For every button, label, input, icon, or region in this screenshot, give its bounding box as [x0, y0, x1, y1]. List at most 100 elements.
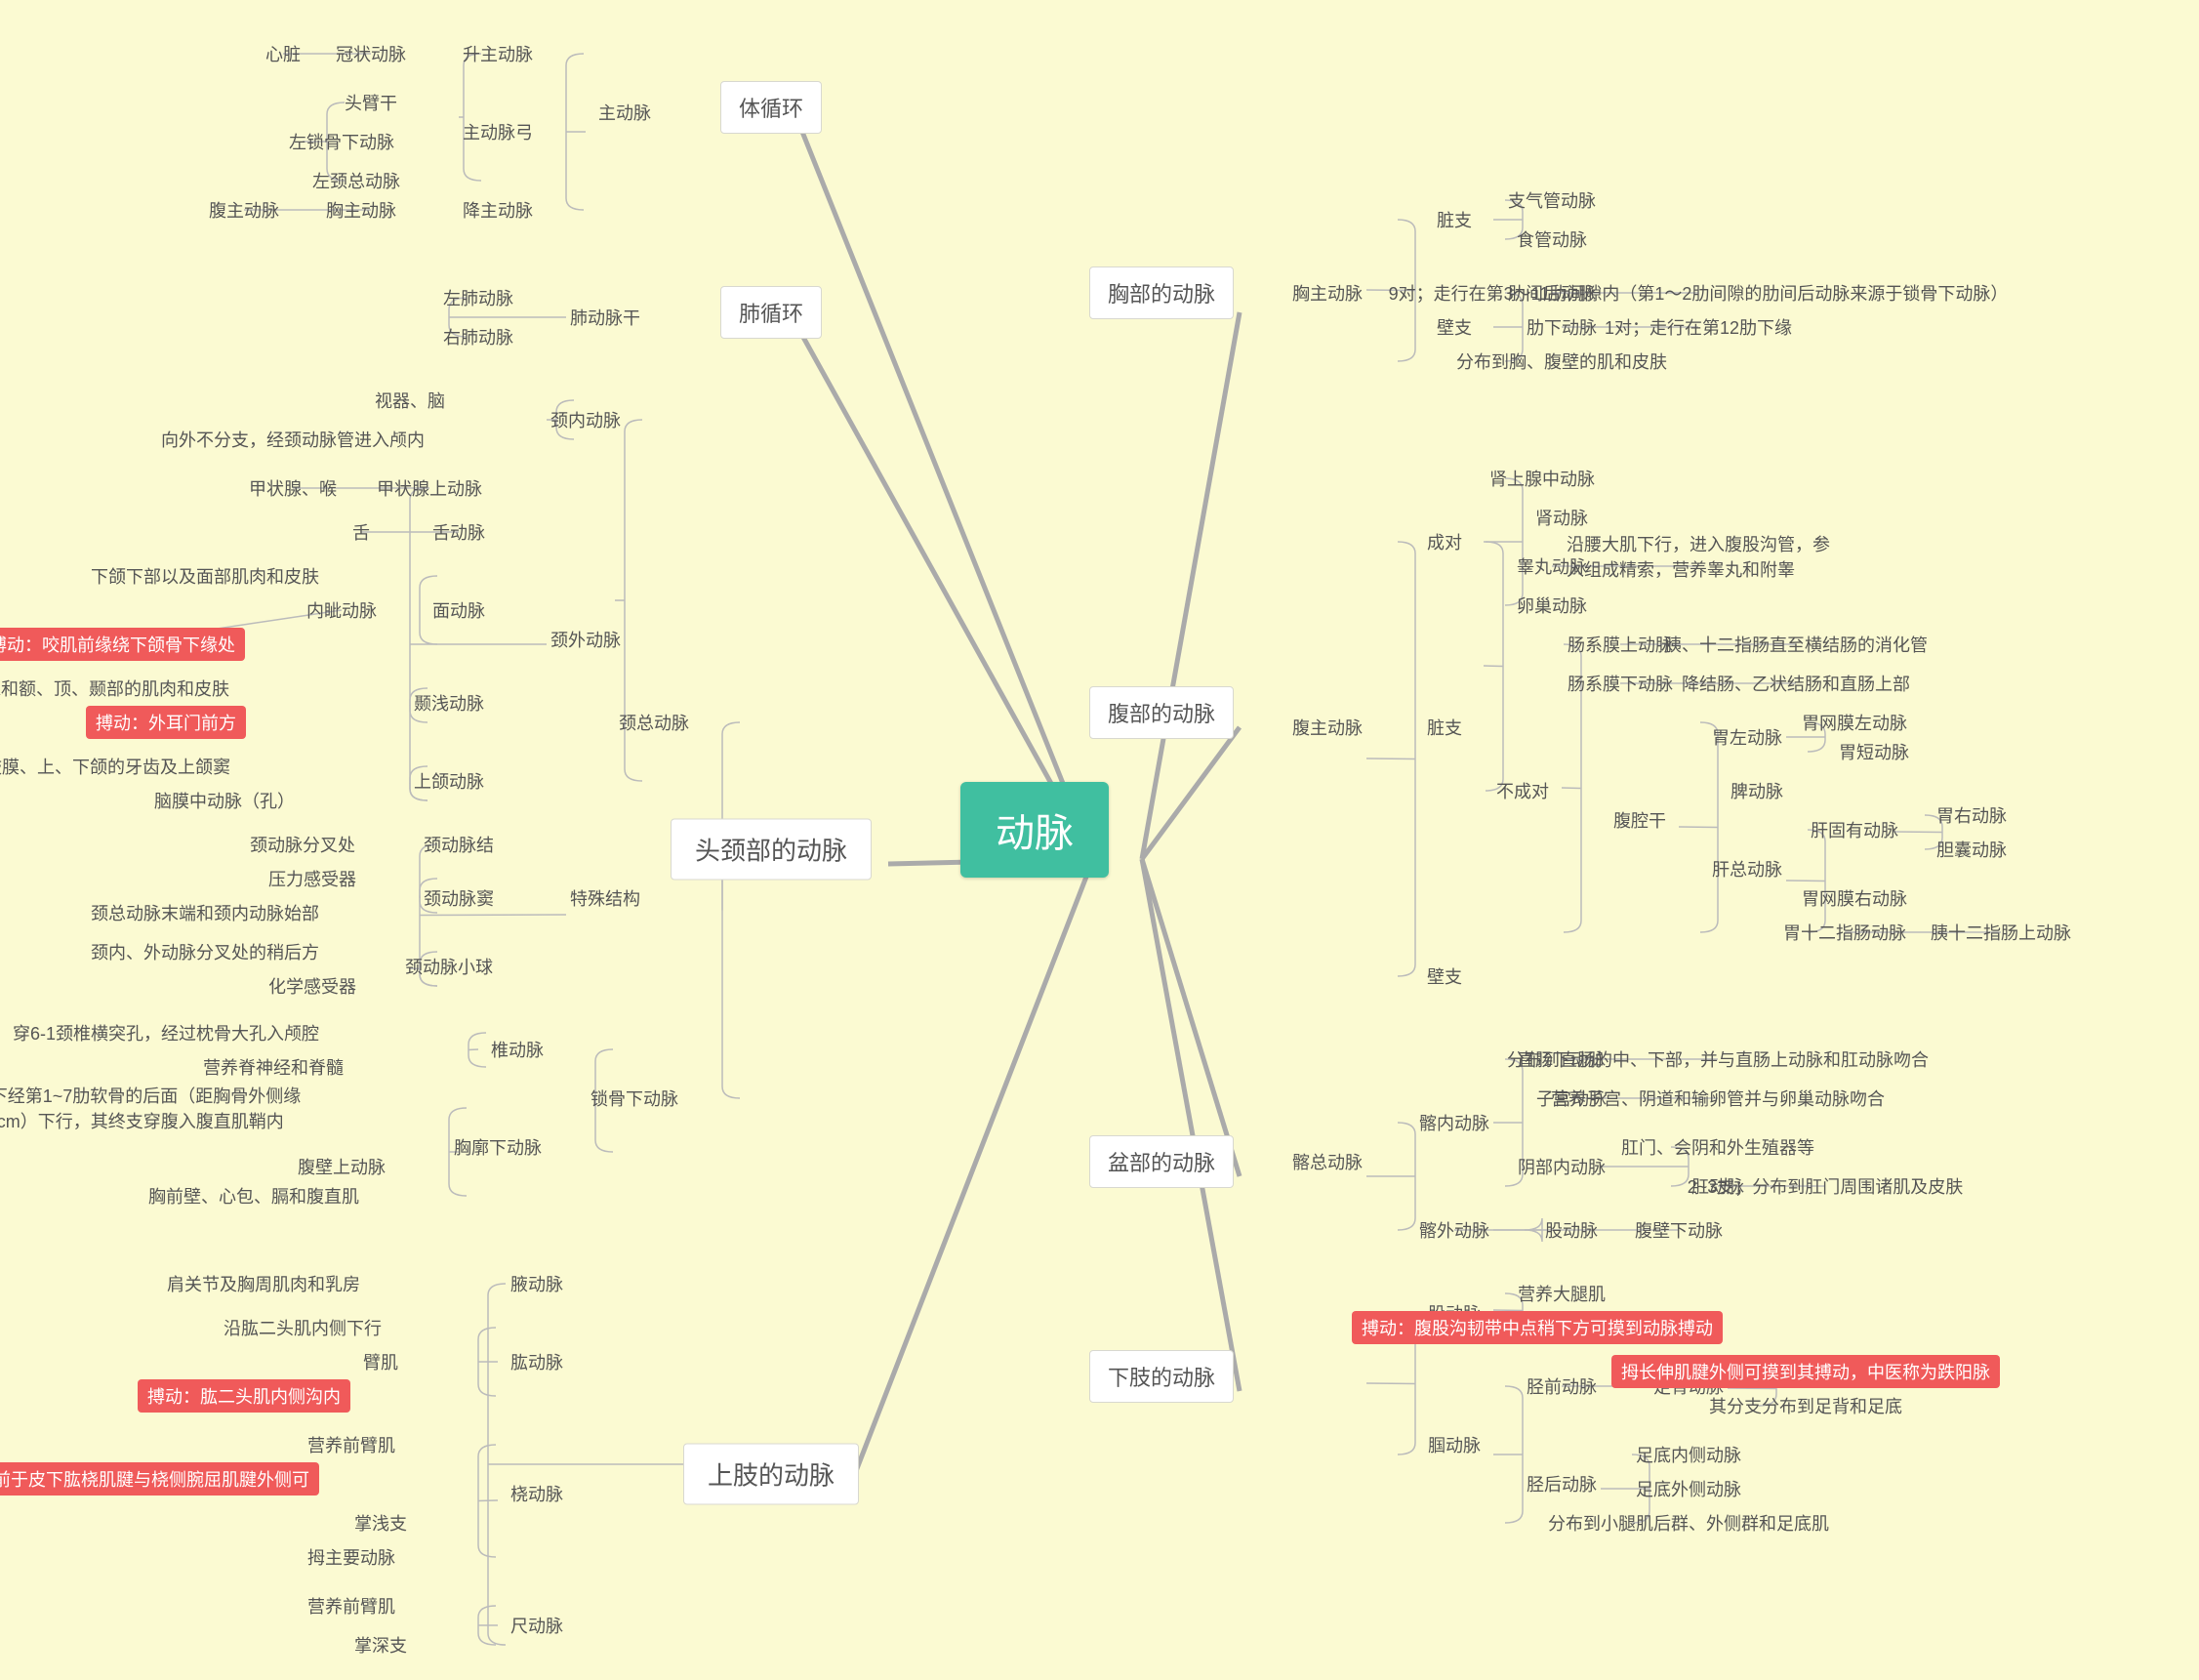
node: 沿肱二头肌内侧下行: [224, 1315, 382, 1340]
node: 桡动脉: [510, 1481, 563, 1506]
node: 支气管动脉: [1508, 187, 1596, 213]
node: 营养大腿肌: [1518, 1281, 1606, 1306]
node: 搏动：腹股沟韧带中点稍下方可摸到动脉搏动: [1352, 1311, 1723, 1344]
node: 头臂干: [345, 90, 397, 115]
node: 腹主动脉: [1292, 715, 1363, 740]
node: 胰、十二指肠直至横结肠的消化管: [1664, 632, 1928, 657]
node: 主动脉: [598, 100, 651, 125]
node: 冠状动脉: [336, 41, 406, 66]
node: 胸主动脉: [1292, 280, 1363, 306]
node: 成对: [1427, 529, 1462, 554]
node: 左肺动脉: [443, 285, 513, 310]
main-toujing: 头颈部的动脉: [671, 819, 872, 881]
node: 分布到胸、腹壁的肌和皮肤: [1456, 348, 1667, 374]
node: 胸主动脉: [326, 197, 396, 223]
node: 胸前壁、心包、膈和腹直肌: [148, 1183, 359, 1209]
node: 肋下动脉: [1527, 314, 1597, 340]
node: 化学感受器: [268, 973, 356, 999]
node: 心脏: [265, 41, 301, 66]
node: 下颌下部以及面部肌肉和皮肤: [91, 563, 319, 589]
node: 营养子宫、阴道和输卵管并与卵巢动脉吻合: [1551, 1086, 1885, 1111]
node: 面动脉: [432, 597, 485, 623]
node: 腮腺和额、顶、颞部的肌肉和皮肤: [0, 676, 229, 701]
node: 颈动脉分叉处: [250, 832, 355, 857]
node: 胫前动脉: [1527, 1373, 1597, 1399]
node: 掌浅支: [354, 1510, 407, 1536]
node: 肺动脉干: [570, 305, 640, 330]
node: 特殊结构: [570, 885, 640, 911]
node: 壁支: [1437, 314, 1472, 340]
node: 颞浅动脉: [414, 690, 484, 716]
node: 颈内动脉: [550, 407, 621, 432]
node: 脾动脉: [1731, 778, 1783, 803]
main-tixunhuan: 体循环: [720, 81, 822, 134]
node: 食管动脉: [1517, 226, 1587, 252]
node: 视器、脑: [375, 388, 445, 413]
node: 2~3支；分布到肛门周围诸肌及皮肤: [1688, 1173, 1964, 1199]
node: 左锁骨下动脉: [289, 129, 394, 154]
node: 胫后动脉: [1527, 1471, 1597, 1496]
node: 脑膜中动脉（孔）: [154, 788, 295, 813]
node: 胰十二指肠上动脉: [1931, 920, 2071, 945]
node: 胃网膜左动脉: [1802, 710, 1907, 735]
node: 胃网膜右动脉: [1802, 885, 1907, 911]
node: 胃十二指肠动脉: [1783, 920, 1906, 945]
node: 沿腰大肌下行，进入腹股沟管，参 入组成精索，营养睾丸和附睾: [1567, 531, 1830, 582]
node: 营养脊神经和脊髓: [203, 1054, 344, 1080]
node: 其分支分布到足背和足底: [1709, 1393, 1902, 1418]
node: 足底外侧动脉: [1636, 1476, 1741, 1501]
main-shangzhi: 上肢的动脉: [683, 1444, 859, 1505]
node: 分布到直肠的中、下部，并与直肠上动脉和肛动脉吻合: [1507, 1046, 1929, 1072]
node: 掌深支: [354, 1632, 407, 1658]
node: 肝总动脉: [1712, 856, 1782, 881]
center-node: 动脉: [960, 782, 1109, 878]
node: 髂内动脉: [1419, 1110, 1489, 1135]
node: 足底内侧动脉: [1636, 1442, 1741, 1467]
main-xiazhi: 下肢的动脉: [1089, 1350, 1234, 1403]
node: 1对；走行在第12肋下缘: [1605, 314, 1792, 340]
node: 肝固有动脉: [1811, 817, 1898, 842]
node: 舌动脉: [432, 519, 485, 545]
node: 肱动脉: [510, 1349, 563, 1374]
node: 9对；走行在第3～11肋间隙内（第1～2肋间隙的肋间后动脉来源于锁骨下动脉）: [1389, 280, 2009, 306]
node: 鼓膜、上、下颌的牙齿及上颌窦: [0, 754, 230, 779]
node: 髂总动脉: [1292, 1149, 1363, 1174]
node: 卵巢动脉: [1517, 593, 1587, 618]
node: 左颈总动脉: [312, 168, 400, 193]
node: 颈总动脉: [619, 710, 689, 735]
node: 不成对: [1496, 778, 1549, 803]
node: 降结肠、乙状结肠和直肠上部: [1682, 671, 1910, 696]
node: 拇长伸肌腱外侧可摸到其搏动，中医称为跌阳脉: [1611, 1355, 2000, 1388]
node: 胸廓下动脉: [454, 1134, 542, 1160]
node: 搏动：外耳门前方: [86, 706, 246, 739]
node: 颈动脉小球: [405, 954, 493, 979]
node: 胃左动脉: [1712, 724, 1782, 750]
node: 主动脉弓: [463, 119, 533, 144]
node: 腹壁上动脉: [298, 1154, 386, 1179]
node: 内眦动脉: [306, 597, 377, 623]
node: 搏动：咬肌前缘绕下颌骨下缘处: [0, 628, 245, 661]
node: 肩关节及胸周肌肉和乳房: [167, 1271, 360, 1296]
node: 升主动脉: [463, 41, 533, 66]
node: 尺动脉: [510, 1613, 563, 1638]
node: 腹主动脉: [209, 197, 279, 223]
node: 右肺动脉: [443, 324, 513, 349]
node: 臂肌: [363, 1349, 398, 1374]
node: 颈动脉结: [424, 832, 494, 857]
node: 腋动脉: [510, 1271, 563, 1296]
node: 降主动脉: [463, 197, 533, 223]
node: 甲状腺上动脉: [377, 475, 482, 501]
node: 颈内、外动脉分叉处的稍后方: [91, 939, 319, 964]
node: 椎动脉: [491, 1037, 544, 1062]
node: 分布到小腿肌后群、外侧群和足底肌: [1548, 1510, 1829, 1536]
main-feixunhuan: 肺循环: [720, 286, 822, 339]
node: 肾上腺中动脉: [1489, 466, 1595, 491]
node: 向外不分支，经颈动脉管进入颅内: [161, 427, 425, 452]
main-penbu: 盆部的动脉: [1089, 1135, 1234, 1188]
node: 肠系膜下动脉: [1568, 671, 1673, 696]
node: 颈动脉窦: [424, 885, 494, 911]
node: 脏支: [1437, 207, 1472, 232]
node: 颈外动脉: [550, 627, 621, 652]
node: 肠系膜上动脉: [1568, 632, 1673, 657]
node: 髂外动脉: [1419, 1217, 1489, 1243]
